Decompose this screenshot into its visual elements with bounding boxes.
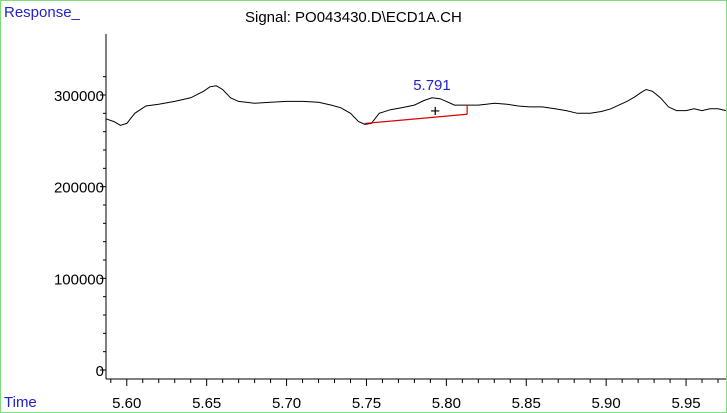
y-tick-label: 200000 — [54, 180, 104, 197]
y-tick-label: 300000 — [54, 88, 104, 105]
y-axis-title: Response_ — [4, 4, 80, 21]
series-layer — [105, 85, 727, 126]
x-tick-label: 5.95 — [671, 395, 700, 412]
annotation-layer: 5.791 + — [364, 77, 468, 125]
y-tick-label: 0 — [96, 363, 104, 380]
axes-layer: 5.60 5.65 5.70 5.75 5.80 5.85 5.90 5.95 0 100000 2… — [54, 34, 726, 412]
x-tick-label: 5.65 — [192, 395, 221, 412]
x-tick-label: 5.85 — [512, 395, 541, 412]
chart-title: Signal: PO043430.D\ECD1A.CH — [245, 9, 462, 26]
x-tick-label: 5.90 — [592, 395, 621, 412]
integration-baseline — [364, 113, 468, 125]
y-tick-label: 100000 — [54, 271, 104, 288]
x-tick-label: 5.70 — [272, 395, 301, 412]
signal-trace-line — [105, 85, 727, 126]
x-tick-label: 5.75 — [352, 395, 381, 412]
peak-marker: + — [430, 102, 440, 121]
peak-label: 5.791 — [413, 77, 451, 94]
x-tick-label: 5.80 — [432, 395, 461, 412]
x-tick-label: 5.60 — [112, 395, 141, 412]
x-axis-title: Time — [4, 394, 37, 411]
